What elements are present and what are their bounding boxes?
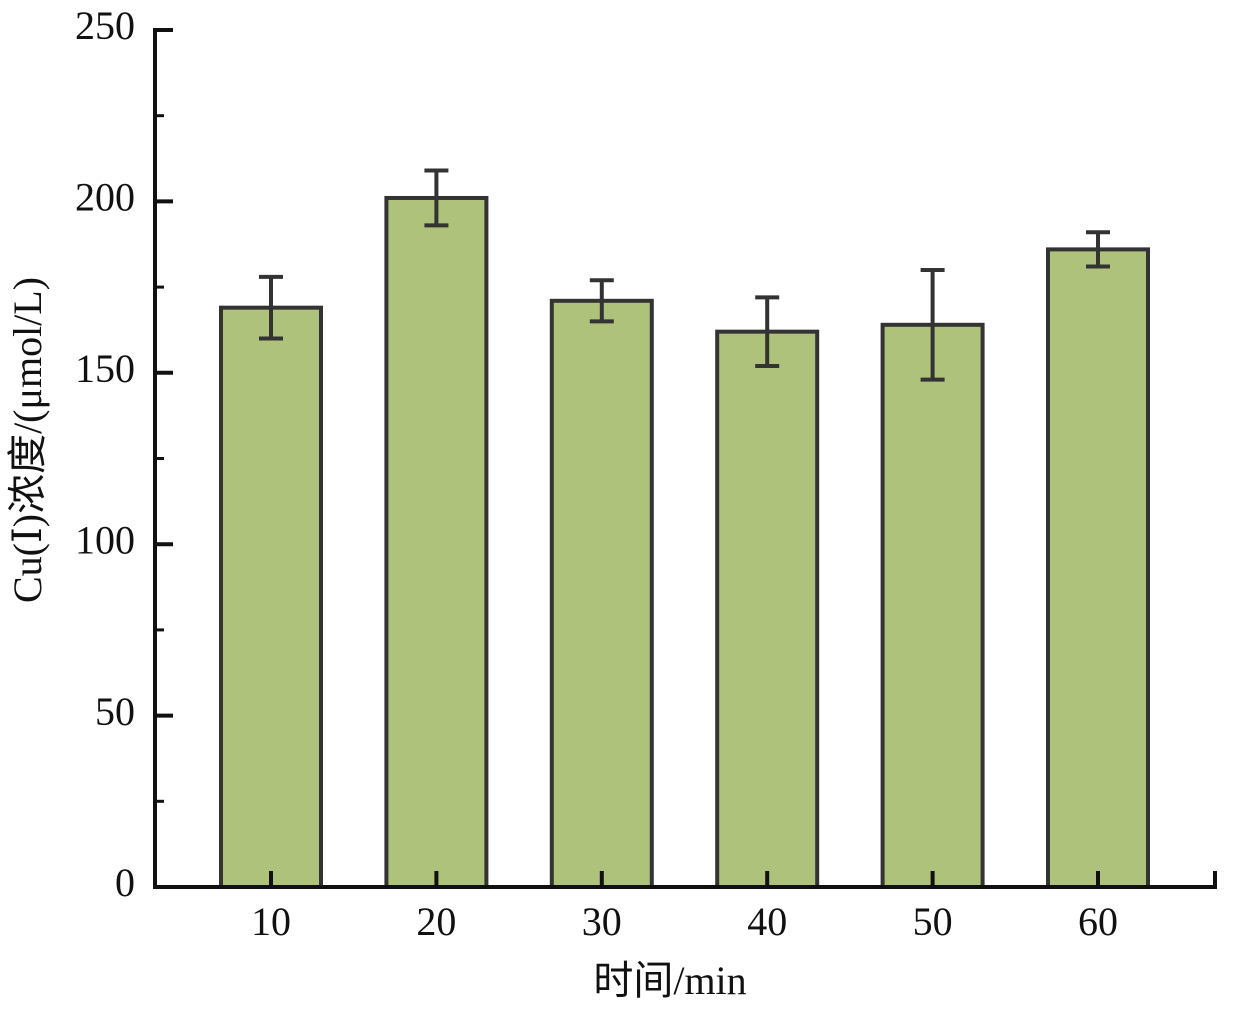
- y-tick-label: 50: [95, 689, 135, 734]
- x-axis-title: 时间/min: [593, 958, 746, 1003]
- y-tick-label: 200: [75, 175, 135, 220]
- bar: [219, 305, 323, 889]
- x-tick-label: 10: [251, 899, 291, 944]
- x-tick-label: 40: [747, 899, 787, 944]
- bar: [1046, 247, 1150, 889]
- bar: [715, 329, 820, 889]
- y-tick-label: 100: [75, 517, 135, 562]
- bar: [384, 195, 489, 890]
- x-tick-label: 50: [913, 899, 953, 944]
- y-tick-label: 0: [115, 860, 135, 905]
- x-tick-label: 30: [582, 899, 622, 944]
- x-tick-label: 60: [1078, 899, 1118, 944]
- y-axis-title: Cu(Ⅰ)浓度/(μmol/L): [5, 277, 50, 603]
- bar: [549, 298, 654, 889]
- bar: [880, 322, 985, 890]
- x-tick-label: 20: [416, 899, 456, 944]
- y-tick-label: 250: [75, 3, 135, 48]
- y-tick-label: 150: [75, 346, 135, 391]
